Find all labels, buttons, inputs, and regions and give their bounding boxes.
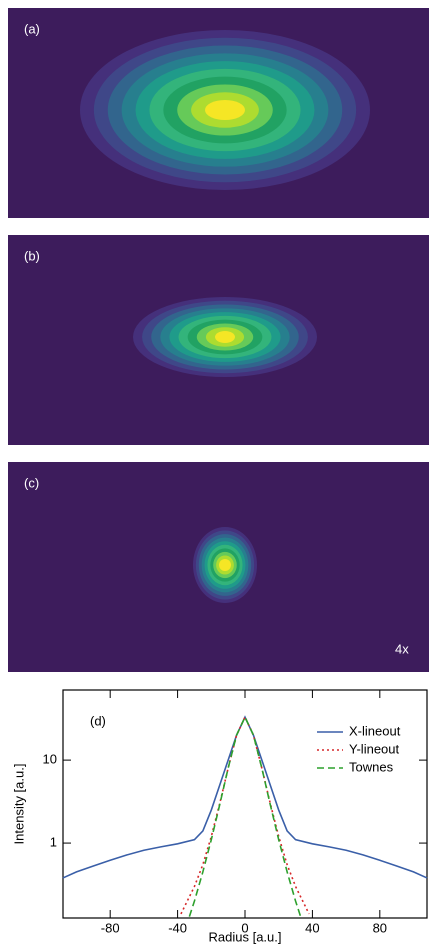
y-tick-label: 10 <box>43 752 57 767</box>
x-tick-label: 40 <box>305 920 319 935</box>
figure: (a) (b) (c) 4x (d) Radius [a.u.] Intensi… <box>0 0 429 945</box>
image-panels <box>8 8 429 672</box>
x-tick-label: -80 <box>101 920 120 935</box>
y-tick-label: 1 <box>50 835 57 850</box>
panel-label: (b) <box>24 248 40 263</box>
legend-label: Y-lineout <box>349 741 400 756</box>
panel-label: (a) <box>24 21 40 36</box>
legend-label: X-lineout <box>349 723 401 738</box>
intensity-contour <box>219 559 231 571</box>
intensity-contour <box>205 100 245 120</box>
intensity-contour <box>215 331 235 343</box>
legend-label: Townes <box>349 759 394 774</box>
data-line <box>181 717 309 914</box>
panel-label: (c) <box>24 475 39 490</box>
y-axis-label: Intensity [a.u.] <box>11 764 26 845</box>
x-tick-label: -40 <box>168 920 187 935</box>
x-tick-label: 80 <box>373 920 387 935</box>
chart-label: (d) <box>90 713 106 728</box>
data-line <box>189 717 300 916</box>
x-tick-label: 0 <box>241 920 248 935</box>
panel-note: 4x <box>395 641 409 656</box>
